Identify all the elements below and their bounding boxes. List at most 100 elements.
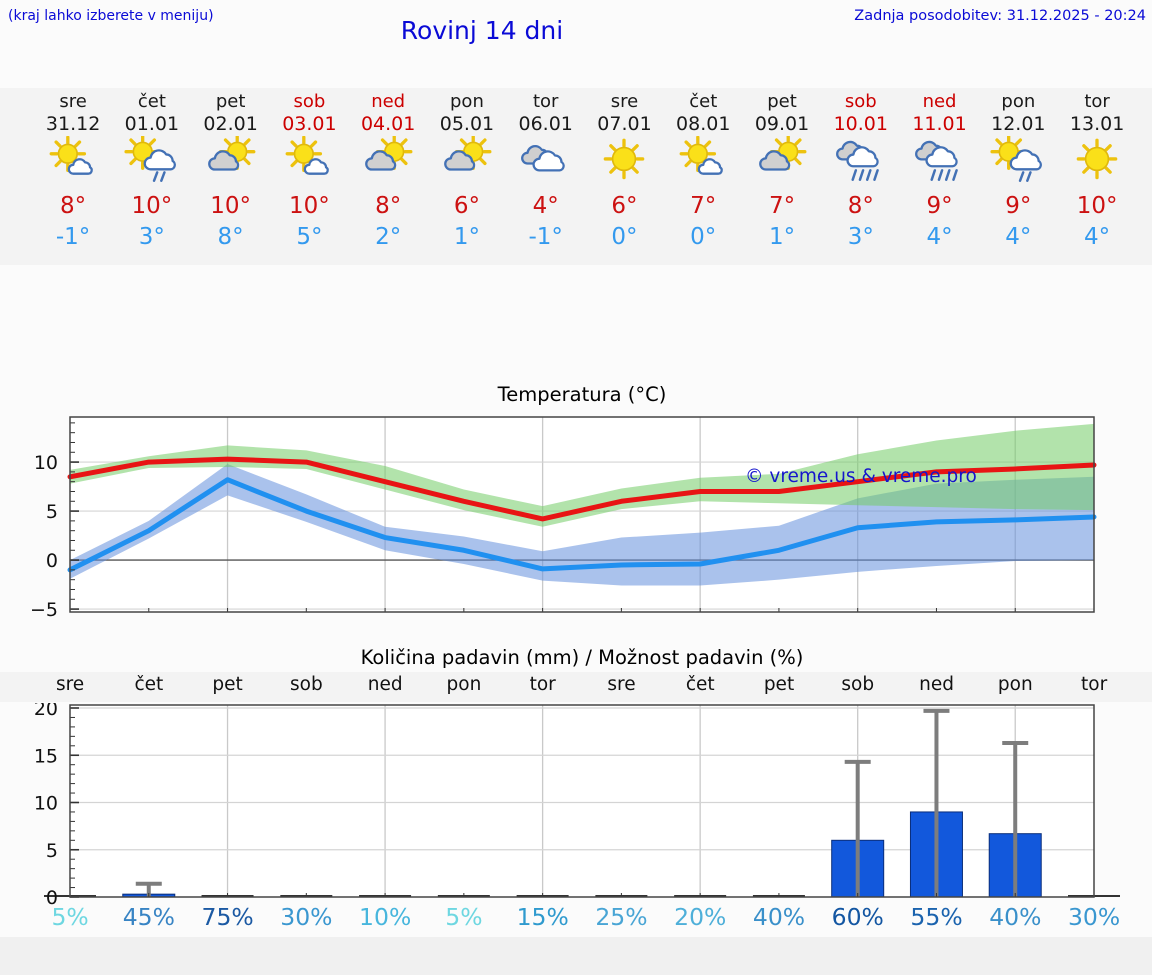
day-low-temp: 4° [926,224,953,250]
sun-icon [1076,138,1118,180]
rain-clouds-icon [835,140,879,181]
day-high-temp: 8° [60,193,87,219]
day-name: sob [293,91,326,112]
day-low-temp: 3° [847,224,874,250]
precip-day-label: pet [763,674,795,695]
day-name: sob [844,91,877,112]
precip-probability-label: 30% [1067,903,1121,931]
day-name: čet [137,91,166,112]
temp-ytick-label: 5 [46,501,58,523]
precip-ytick-label: 10 [34,793,58,815]
clouds-icon [520,144,565,172]
day-name: tor [532,91,559,112]
day-high-temp: 9° [926,193,953,219]
day-icon-wrap [517,136,575,184]
day-date: 04.01 [360,113,416,135]
day-name: čet [689,91,718,112]
temp-ytick-label: 0 [46,550,58,572]
day-high-temp: 4° [532,193,559,219]
day-name: pon [450,91,484,112]
precip-day-label: sre [55,674,85,695]
sun-small-cloud-icon [49,135,93,175]
day-low-temp: 3° [138,224,165,250]
day-column-8: sre 07.01 6° 0° [585,88,664,265]
precip-probability-label: 60% [831,903,884,931]
cloud-sun-icon [207,133,256,171]
day-high-temp: 7° [690,193,717,219]
day-column-5: ned 04.01 8° 2° [349,88,428,265]
precip-probability-label: 30% [280,903,333,931]
day-high-temp: 6° [453,193,480,219]
day-column-11: sob 10.01 8° 3° [821,88,900,265]
precip-day-label: sob [841,674,875,695]
temp-ytick-label: −5 [30,599,58,621]
min-temperature-line [67,477,1097,573]
day-low-temp: 4° [1084,224,1111,250]
day-date: 06.01 [518,113,573,135]
day-column-13: pon 12.01 9° 4° [979,88,1058,265]
rain-clouds-icon [914,140,958,181]
day-high-temp: 10° [1076,193,1118,219]
day-icon-wrap [1068,136,1126,184]
day-date: 01.01 [124,113,180,135]
day-low-temp: 4° [1005,224,1032,250]
day-icon-wrap [123,133,181,184]
precip-probability-label: 20% [674,903,727,931]
day-column-14: tor 13.01 10° 4° [1058,88,1137,265]
day-high-temp: 10° [289,193,330,219]
precip-day-label: tor [1081,674,1108,695]
max-temperature-line [67,456,1097,522]
day-low-temp: 8° [217,224,244,250]
precip-ytick-label: 5 [46,840,58,862]
day-column-12: ned 11.01 9° 4° [900,88,979,265]
precip-probability-label: 25% [595,903,648,931]
day-date: 07.01 [597,113,652,135]
sun-rain-cloud-icon [124,133,176,182]
precip-day-label: sob [290,674,323,695]
precip-day-label: čet [134,674,164,695]
day-high-temp: 6° [611,193,638,219]
day-date: 31.12 [45,113,101,135]
precip-day-label: pon [997,674,1033,695]
last-update: Zadnja posodobitev: 31.12.2025 - 20:24 [854,8,1146,24]
day-icon-wrap [359,133,417,184]
day-date: 02.01 [203,113,258,135]
day-name: tor [1084,91,1110,112]
precip-day-label: pon [446,674,482,695]
day-column-7: tor 06.01 4° -1° [506,88,585,265]
cloud-sun-icon [759,133,807,171]
day-column-6: pon 05.01 6° 1° [427,88,506,265]
sun-icon [604,138,645,180]
forecast-strip: sre 31.12 8° -1° čet 01.01 10° 3° pet 02.0… [0,88,1152,265]
day-name: ned [371,91,406,112]
day-column-4: sob 03.01 10° 5° [270,88,349,265]
precip-probability-label: 10% [359,903,412,931]
day-date: 05.01 [439,113,495,135]
precip-day-label: sre [607,674,636,695]
page-title: Rovinj 14 dni [400,16,564,45]
day-low-temp: 2° [375,224,402,250]
temperature-chart-svg: −5 0 5 10 [30,416,1097,621]
precip-probability-label: 75% [201,903,254,931]
day-date: 08.01 [676,113,731,135]
temp-ytick-label: 10 [34,452,58,474]
day-low-temp: 1° [768,224,796,250]
day-name: pet [215,91,246,112]
day-high-temp: 9° [1005,193,1032,219]
precip-day-label: čet [685,674,715,695]
menu-hint: (kraj lahko izberete v meniju) [8,8,214,24]
precip-ytick-label: 20 [34,703,58,720]
day-name: pet [767,91,797,112]
day-icon-wrap [438,133,496,184]
day-icon-wrap [911,136,969,184]
precipitation-chart-svg: 0 5 10 15 20 [34,703,1120,909]
day-icon-wrap [674,135,732,184]
day-icon-wrap [989,133,1047,184]
cloud-sun-icon [444,133,492,171]
precip-probability-row: 5% 45% 75% 30% 10% 5% 15% 25% 20% 40% 60% 55% 40% 30% [0,903,1152,935]
precip-day-label: ned [367,674,403,695]
precip-probability-label: 45% [122,903,175,931]
precip-probability-label: 15% [516,903,569,931]
day-name: pon [1001,91,1036,112]
precip-probability-label: 40% [989,903,1042,931]
